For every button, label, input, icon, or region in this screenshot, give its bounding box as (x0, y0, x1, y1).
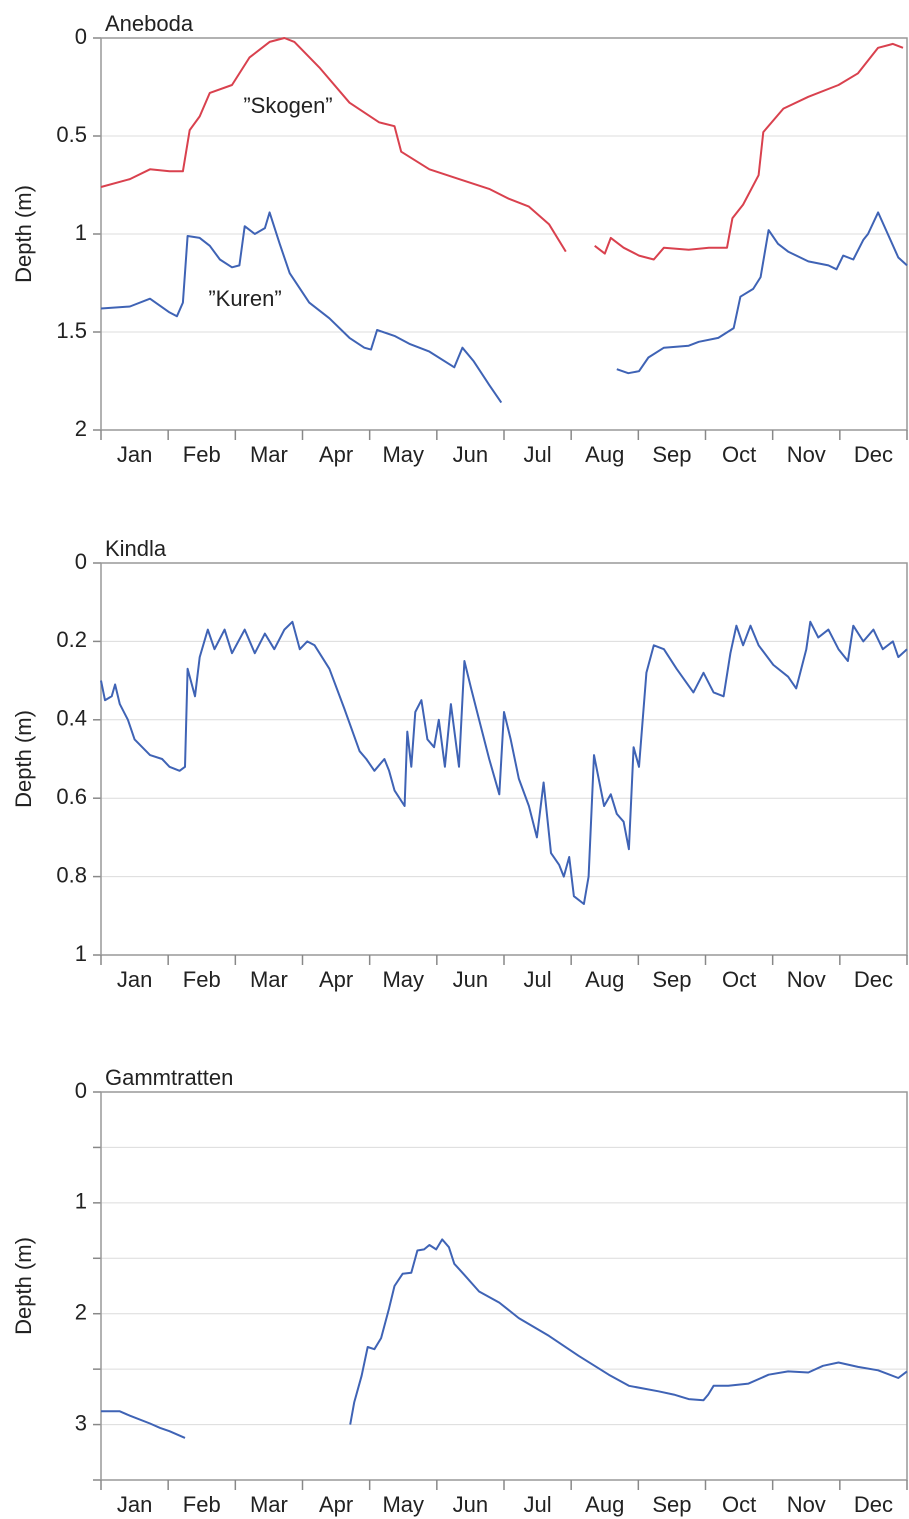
x-tick-label: Jul (524, 1492, 552, 1517)
y-tick-label: 0.2 (56, 627, 87, 652)
panel-title: Gammtratten (105, 1065, 233, 1090)
x-tick-label: Jul (524, 442, 552, 467)
x-tick-label: Dec (854, 967, 893, 992)
y-tick-label: 2 (75, 416, 87, 441)
y-tick-label: 0.4 (56, 706, 87, 731)
line-series (100, 211, 908, 404)
annotation: ”Skogen” (243, 93, 332, 118)
y-tick-label: 1 (75, 1189, 87, 1214)
x-tick-label: Aug (585, 967, 624, 992)
x-tick-label: Apr (319, 967, 353, 992)
y-tick-label: 0.5 (56, 122, 87, 147)
x-tick-label: Aug (585, 442, 624, 467)
panel-title: Kindla (105, 536, 167, 561)
x-tick-label: May (382, 442, 424, 467)
x-tick-label: Sep (652, 442, 691, 467)
y-tick-label: 0 (75, 24, 87, 49)
y-tick-label: 0 (75, 549, 87, 574)
x-tick-label: Feb (183, 1492, 221, 1517)
x-tick-label: Dec (854, 442, 893, 467)
x-tick-label: Oct (722, 967, 756, 992)
x-tick-label: Feb (183, 967, 221, 992)
x-tick-label: Nov (787, 1492, 826, 1517)
x-tick-label: Sep (652, 967, 691, 992)
x-tick-label: Jun (453, 1492, 488, 1517)
x-tick-label: Jul (524, 967, 552, 992)
x-tick-label: Jun (453, 442, 488, 467)
x-tick-label: Apr (319, 442, 353, 467)
x-tick-label: Aug (585, 1492, 624, 1517)
plot-frame (100, 562, 908, 956)
x-tick-label: Jan (117, 967, 152, 992)
x-tick-label: Nov (787, 967, 826, 992)
y-tick-label: 1.5 (56, 318, 87, 343)
y-tick-label: 3 (75, 1410, 87, 1435)
panel-title: Aneboda (105, 11, 194, 36)
x-tick-label: Mar (250, 967, 288, 992)
x-tick-label: Oct (722, 442, 756, 467)
x-tick-label: Mar (250, 1492, 288, 1517)
x-tick-label: Feb (183, 442, 221, 467)
line-series (100, 37, 904, 261)
x-tick-label: Jan (117, 1492, 152, 1517)
y-tick-label: 1 (75, 220, 87, 245)
x-tick-label: Jun (453, 967, 488, 992)
y-axis-label: Depth (m) (11, 710, 36, 808)
x-tick-label: May (382, 967, 424, 992)
line-series (100, 620, 908, 905)
line-series (101, 1238, 908, 1439)
x-tick-label: Nov (787, 442, 826, 467)
y-tick-label: 2 (75, 1300, 87, 1325)
x-tick-label: Apr (319, 1492, 353, 1517)
x-tick-label: Sep (652, 1492, 691, 1517)
annotation: ”Kuren” (208, 286, 281, 311)
y-tick-label: 0 (75, 1078, 87, 1103)
y-axis-label: Depth (m) (11, 1237, 36, 1335)
x-tick-label: Dec (854, 1492, 893, 1517)
x-tick-label: Mar (250, 442, 288, 467)
x-tick-label: Oct (722, 1492, 756, 1517)
y-tick-label: 0.8 (56, 862, 87, 887)
y-tick-label: 0.6 (56, 784, 87, 809)
x-tick-label: Jan (117, 442, 152, 467)
y-axis-label: Depth (m) (11, 185, 36, 283)
y-tick-label: 1 (75, 941, 87, 966)
x-tick-label: May (382, 1492, 424, 1517)
plot-frame (100, 1091, 908, 1481)
